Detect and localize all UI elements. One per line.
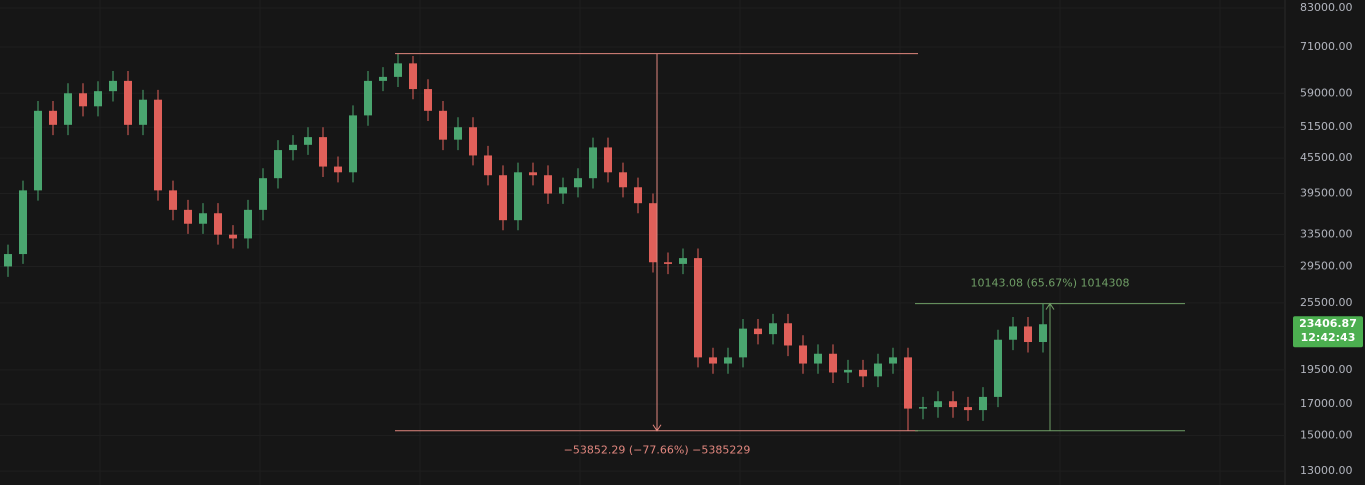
candle-body bbox=[994, 339, 1002, 397]
candle-body bbox=[559, 187, 567, 194]
candle-body bbox=[154, 99, 162, 191]
candle-body bbox=[964, 407, 972, 411]
candle-body bbox=[949, 401, 957, 408]
candle-body bbox=[34, 110, 42, 191]
candle-body bbox=[874, 363, 882, 377]
candle-body bbox=[259, 178, 267, 210]
candle-body bbox=[799, 345, 807, 364]
y-tick-label: 17000.00 bbox=[1300, 397, 1353, 410]
candle-body bbox=[529, 172, 537, 176]
candle-body bbox=[1024, 326, 1032, 343]
candle-body bbox=[769, 323, 777, 335]
candle-body bbox=[784, 323, 792, 346]
candle-body bbox=[304, 137, 312, 145]
candle-body bbox=[919, 407, 927, 409]
candle-body bbox=[724, 357, 732, 364]
candle-body bbox=[109, 80, 117, 92]
last-price-box bbox=[1293, 316, 1363, 348]
candle-body bbox=[334, 166, 342, 173]
candle-body bbox=[664, 262, 672, 264]
candle-body bbox=[139, 99, 147, 125]
candle-body bbox=[739, 328, 747, 358]
arrow-head bbox=[652, 424, 662, 432]
y-tick-label: 19500.00 bbox=[1300, 363, 1353, 376]
candle-body bbox=[79, 93, 87, 107]
y-tick-label: 15000.00 bbox=[1300, 428, 1353, 441]
candle-body bbox=[49, 110, 57, 125]
candle-body bbox=[709, 357, 717, 364]
candle-body bbox=[1009, 326, 1017, 340]
candle-body bbox=[409, 63, 417, 90]
candle-body bbox=[19, 190, 27, 255]
y-tick-label: 29500.00 bbox=[1300, 259, 1353, 272]
candle-body bbox=[424, 89, 432, 111]
y-tick-label: 25500.00 bbox=[1300, 296, 1353, 309]
candle-body bbox=[229, 234, 237, 239]
last-price: 23406.87 bbox=[1299, 317, 1357, 330]
candle-body bbox=[844, 369, 852, 373]
candle-body bbox=[934, 401, 942, 408]
candle-body bbox=[184, 209, 192, 224]
candle-body bbox=[64, 93, 72, 125]
measure-label: 10143.08 (65.67%) 1014308 bbox=[971, 277, 1130, 290]
candle-body bbox=[904, 357, 912, 409]
candle-body bbox=[574, 178, 582, 188]
candle-body bbox=[214, 213, 222, 235]
candle-body bbox=[649, 203, 657, 263]
candle-body bbox=[199, 213, 207, 224]
candle-body bbox=[484, 155, 492, 176]
candle-body bbox=[169, 190, 177, 210]
candle-body bbox=[394, 63, 402, 77]
candle-body bbox=[859, 369, 867, 377]
candle-body bbox=[4, 254, 12, 267]
y-tick-label: 71000.00 bbox=[1300, 40, 1353, 53]
arrow-head bbox=[1045, 302, 1055, 310]
candle-body bbox=[244, 209, 252, 239]
candle-body bbox=[319, 137, 327, 167]
candle-body bbox=[454, 127, 462, 140]
candle-body bbox=[1039, 324, 1047, 343]
candle-body bbox=[94, 91, 102, 107]
measure-label: −53852.29 (−77.66%) −5385229 bbox=[564, 444, 751, 457]
candle-body bbox=[829, 353, 837, 373]
candle-body bbox=[469, 127, 477, 156]
candle-body bbox=[754, 328, 762, 335]
candle-body bbox=[544, 175, 552, 194]
countdown: 12:42:43 bbox=[1301, 331, 1356, 344]
candle-body bbox=[274, 150, 282, 179]
candle-body bbox=[499, 175, 507, 221]
candle-body bbox=[694, 258, 702, 358]
y-tick-label: 45500.00 bbox=[1300, 151, 1353, 164]
candle-body bbox=[679, 258, 687, 264]
candle-body bbox=[349, 115, 357, 173]
candle-body bbox=[364, 80, 372, 116]
candle-body bbox=[439, 110, 447, 140]
candle-body bbox=[619, 172, 627, 188]
candle-body bbox=[514, 172, 522, 221]
candle-body bbox=[379, 76, 387, 81]
y-tick-label: 51500.00 bbox=[1300, 120, 1353, 133]
y-tick-label: 59000.00 bbox=[1300, 86, 1353, 99]
candle-body bbox=[634, 187, 642, 204]
y-tick-label: 39500.00 bbox=[1300, 187, 1353, 200]
candle-body bbox=[979, 396, 987, 411]
candle-body bbox=[289, 144, 297, 151]
y-tick-label: 13000.00 bbox=[1300, 464, 1353, 477]
candle-body bbox=[814, 353, 822, 364]
candle-body bbox=[889, 357, 897, 364]
candle-body bbox=[604, 147, 612, 173]
candle-body bbox=[124, 80, 132, 125]
y-tick-label: 33500.00 bbox=[1300, 228, 1353, 241]
candle-body bbox=[589, 147, 597, 179]
y-tick-label: 83000.00 bbox=[1300, 1, 1353, 14]
